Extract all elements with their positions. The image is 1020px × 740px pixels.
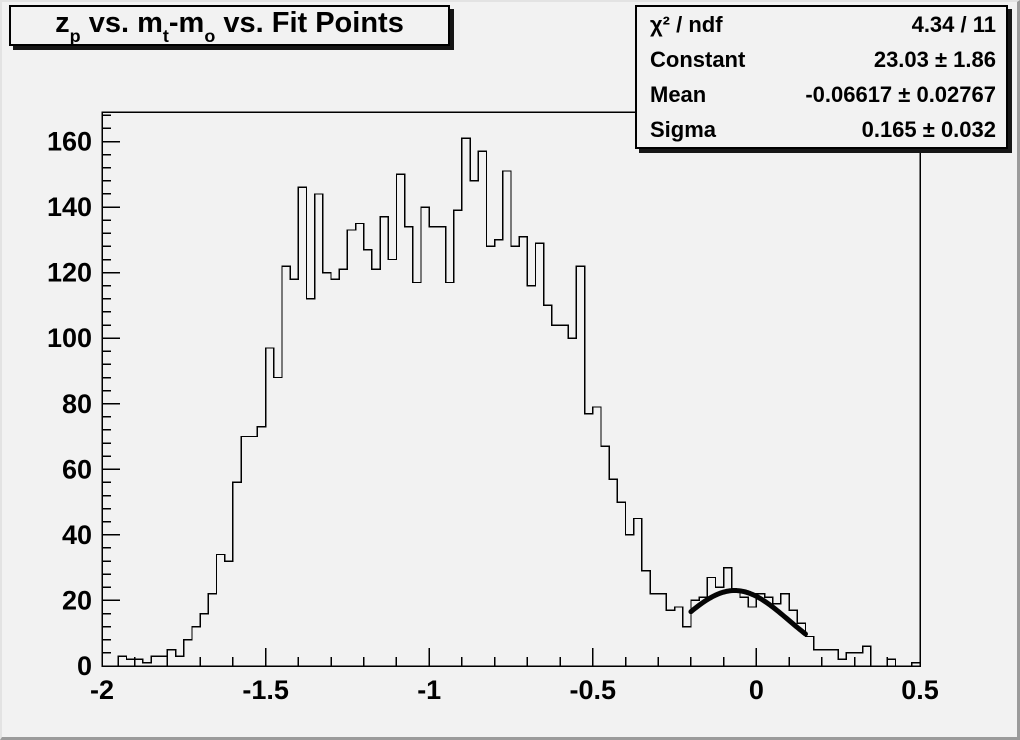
svg-text:0.5: 0.5 <box>901 675 939 705</box>
svg-text:-0.5: -0.5 <box>570 675 617 705</box>
histogram-title: zp vs. mt-mo vs. Fit Points <box>55 7 404 47</box>
stat-row-sigma: Sigma 0.165 ± 0.032 <box>637 112 1006 147</box>
gaussian-fit-curve <box>688 588 808 637</box>
svg-text:-1: -1 <box>417 675 441 705</box>
stat-row-chi2ndf: χ² / ndf 4.34 / 11 <box>637 7 1006 42</box>
svg-text:160: 160 <box>47 127 92 157</box>
svg-text:80: 80 <box>62 389 92 419</box>
stat-value: 0.165 ± 0.032 <box>861 116 996 142</box>
svg-text:0: 0 <box>77 651 92 681</box>
stat-label: Mean <box>650 81 707 107</box>
stat-row-mean: Mean -0.06617 ± 0.02767 <box>637 77 1006 112</box>
svg-text:120: 120 <box>47 258 92 288</box>
svg-text:20: 20 <box>62 585 92 615</box>
svg-text:40: 40 <box>62 520 92 550</box>
svg-text:-1.5: -1.5 <box>242 675 289 705</box>
fit-stats-box: χ² / ndf 4.34 / 11 Constant 23.03 ± 1.86… <box>635 5 1008 149</box>
histogram-steps <box>102 137 921 667</box>
stat-label: Sigma <box>650 116 717 142</box>
svg-text:140: 140 <box>47 192 92 222</box>
stat-value: -0.06617 ± 0.02767 <box>805 81 996 107</box>
stat-label: χ² / ndf <box>650 11 723 37</box>
stat-value: 4.34 / 11 <box>911 11 996 37</box>
stat-label: Constant <box>650 46 746 72</box>
stat-value: 23.03 ± 1.86 <box>873 46 996 72</box>
svg-text:0: 0 <box>749 675 764 705</box>
svg-text:-2: -2 <box>90 675 114 705</box>
axis-ticks <box>101 114 921 667</box>
svg-text:60: 60 <box>62 454 92 484</box>
x-axis-labels: -2 -1.5 -1 -0.5 0 0.5 <box>90 675 939 705</box>
plot-frame <box>101 111 921 667</box>
histogram-title-box: zp vs. mt-mo vs. Fit Points <box>9 5 450 46</box>
y-axis-labels: 0 20 40 60 80 100 120 140 160 <box>47 127 92 681</box>
stat-row-constant: Constant 23.03 ± 1.86 <box>637 42 1006 77</box>
svg-text:100: 100 <box>47 323 92 353</box>
